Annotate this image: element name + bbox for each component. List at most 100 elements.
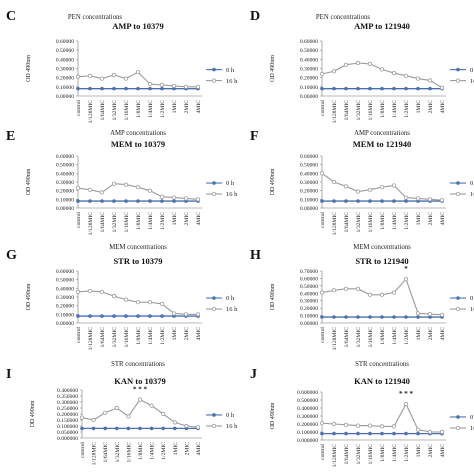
x-tick-label: 1/2MIC xyxy=(160,327,166,345)
x-tick-label: 1/32MIC xyxy=(112,327,118,348)
series-16h xyxy=(319,171,445,203)
top-right-caption: PEN concentrations xyxy=(316,14,371,21)
x-tick-label: 1/64MIC xyxy=(344,444,350,465)
data-point xyxy=(320,86,324,91)
legend-swatch-marker xyxy=(455,306,461,312)
x-tick-label: control xyxy=(76,327,82,343)
data-point xyxy=(114,405,119,411)
y-tick-label: 0.30000 xyxy=(56,295,74,301)
y-tick-label: 0.60000 xyxy=(300,154,318,160)
legend-label: 0 h xyxy=(226,412,235,419)
x-tick-label: 4MIC xyxy=(196,327,202,341)
data-point xyxy=(171,311,177,316)
series-line xyxy=(321,62,443,89)
y-tick-label: 0.60000 xyxy=(56,39,74,45)
data-point xyxy=(173,426,177,431)
legend-swatch-marker xyxy=(211,306,217,312)
legend-label: 0 h xyxy=(470,414,474,421)
x-tick-label: 1/16MIC xyxy=(368,327,374,348)
panel-letter: D xyxy=(250,9,260,24)
x-tick-label: 1/4MIC xyxy=(392,327,398,345)
data-point xyxy=(428,86,432,91)
x-tick-label: 2MIC xyxy=(428,444,434,458)
data-point xyxy=(344,431,348,436)
x-tick-label: control xyxy=(320,327,326,343)
y-tick-label: 0.50000 xyxy=(56,278,74,284)
data-point xyxy=(380,315,384,319)
x-axis-title: STR concentrations xyxy=(111,361,165,368)
x-tick-label: 1/16MIC xyxy=(368,444,374,465)
y-tick-label: 0.20000 xyxy=(56,304,74,310)
data-point xyxy=(379,424,385,429)
data-point xyxy=(91,426,96,431)
data-point xyxy=(99,76,105,81)
data-point xyxy=(427,429,433,435)
data-point xyxy=(368,199,372,203)
panel-letter: H xyxy=(250,248,261,263)
data-point xyxy=(172,199,176,203)
data-point xyxy=(331,179,337,185)
series-16h xyxy=(79,397,201,430)
y-tick-label: 0.600000 xyxy=(297,390,318,396)
x-tick-label: 1/2MIC xyxy=(404,100,410,118)
data-point xyxy=(147,81,153,87)
y-axis-label: OD 490nm xyxy=(26,55,32,82)
x-tick-label: 4MIC xyxy=(440,100,446,114)
data-point xyxy=(403,73,409,78)
data-point xyxy=(343,184,349,189)
panel-title: MEM to 10379 xyxy=(111,139,165,149)
significance-marker: * xyxy=(404,265,408,273)
y-tick-label: 0.10000 xyxy=(300,197,318,203)
data-point xyxy=(403,195,409,200)
data-point xyxy=(415,76,421,81)
legend-item-16h: 16 h xyxy=(450,425,474,432)
panel-title: KAN to 121940 xyxy=(354,376,410,386)
x-tick-label: 1/4MIC xyxy=(148,212,154,230)
data-point xyxy=(391,70,397,76)
x-tick-label: 1/128MIC xyxy=(88,212,94,236)
data-point xyxy=(148,86,152,91)
y-tick-label: 0.10000 xyxy=(300,314,318,320)
x-tick-label: 1/2MIC xyxy=(404,212,410,230)
x-tick-label: 1MIC xyxy=(416,444,422,458)
data-point xyxy=(136,199,140,203)
legend-item-0h: 0 h xyxy=(450,67,474,74)
legend-swatch-marker xyxy=(455,425,461,431)
x-tick-label: 1/4MIC xyxy=(392,212,398,230)
legend-swatch-marker xyxy=(212,413,216,417)
y-tick-label: 0.10000 xyxy=(300,85,318,91)
data-point xyxy=(123,76,129,81)
data-point xyxy=(123,182,129,187)
x-tick-label: control xyxy=(76,100,82,116)
data-point xyxy=(171,195,177,200)
data-point xyxy=(427,78,433,83)
data-point xyxy=(439,198,445,203)
x-tick-label: 1/32MIC xyxy=(356,212,362,233)
data-point xyxy=(111,294,117,299)
legend-label: 0 h xyxy=(226,180,235,187)
y-tick-label: 0.50000 xyxy=(56,163,74,169)
y-tick-label: 0.60000 xyxy=(300,39,318,45)
data-point xyxy=(415,311,421,316)
x-tick-label: 1MIC xyxy=(416,327,422,341)
x-tick-label: 1/8MIC xyxy=(380,327,386,345)
data-point xyxy=(380,431,384,436)
data-point xyxy=(344,86,348,91)
x-axis-title: MEM concentrations xyxy=(353,244,411,251)
data-point xyxy=(160,314,164,318)
panel-letter: E xyxy=(6,129,15,144)
legend-swatch-marker xyxy=(456,415,460,419)
panel-e: E MEM to 10379 OD 490nm 0.00000 0.10000 0.200… xyxy=(6,129,238,251)
data-point xyxy=(319,71,325,77)
data-point xyxy=(100,314,104,318)
data-point xyxy=(356,199,360,203)
data-point xyxy=(87,187,93,192)
data-point xyxy=(404,431,408,436)
panel-letter: J xyxy=(250,367,257,382)
y-axis-label: OD 490nm xyxy=(270,55,276,82)
data-point xyxy=(149,403,154,408)
x-tick-label: 4MIC xyxy=(196,442,202,456)
data-point xyxy=(88,199,92,203)
y-tick-label: 0.050000 xyxy=(57,430,78,436)
data-point xyxy=(416,431,420,436)
